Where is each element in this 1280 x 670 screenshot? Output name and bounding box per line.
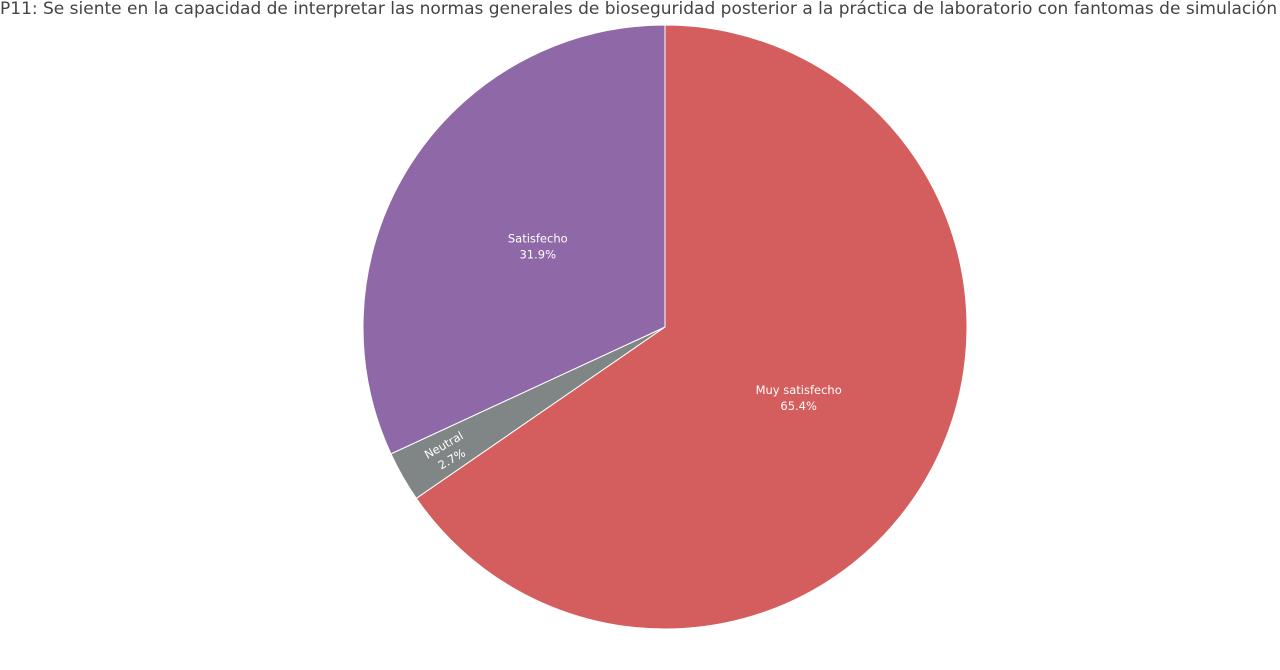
slice-label-percent: 31.9% [519, 248, 556, 262]
slice-label-name: Muy satisfecho [756, 383, 842, 397]
slice-label-name: Satisfecho [508, 232, 568, 246]
pie-slices [363, 25, 967, 629]
slice-label-percent: 65.4% [780, 399, 817, 413]
